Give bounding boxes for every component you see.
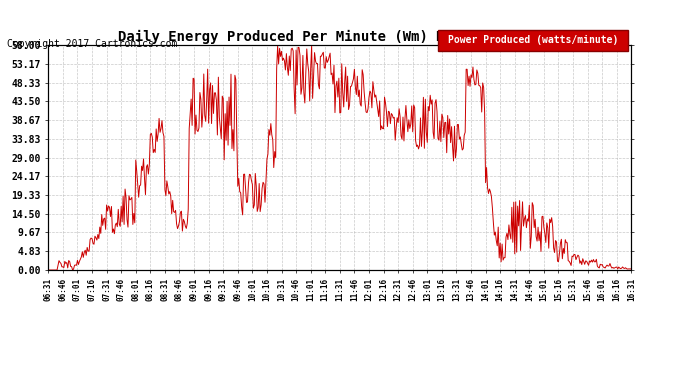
Text: Copyright 2017 Cartronics.com: Copyright 2017 Cartronics.com — [7, 39, 177, 50]
Title: Daily Energy Produced Per Minute (Wm) Mon Nov 6 16:38: Daily Energy Produced Per Minute (Wm) Mo… — [118, 30, 562, 44]
Text: Power Produced (watts/minute): Power Produced (watts/minute) — [448, 35, 618, 45]
